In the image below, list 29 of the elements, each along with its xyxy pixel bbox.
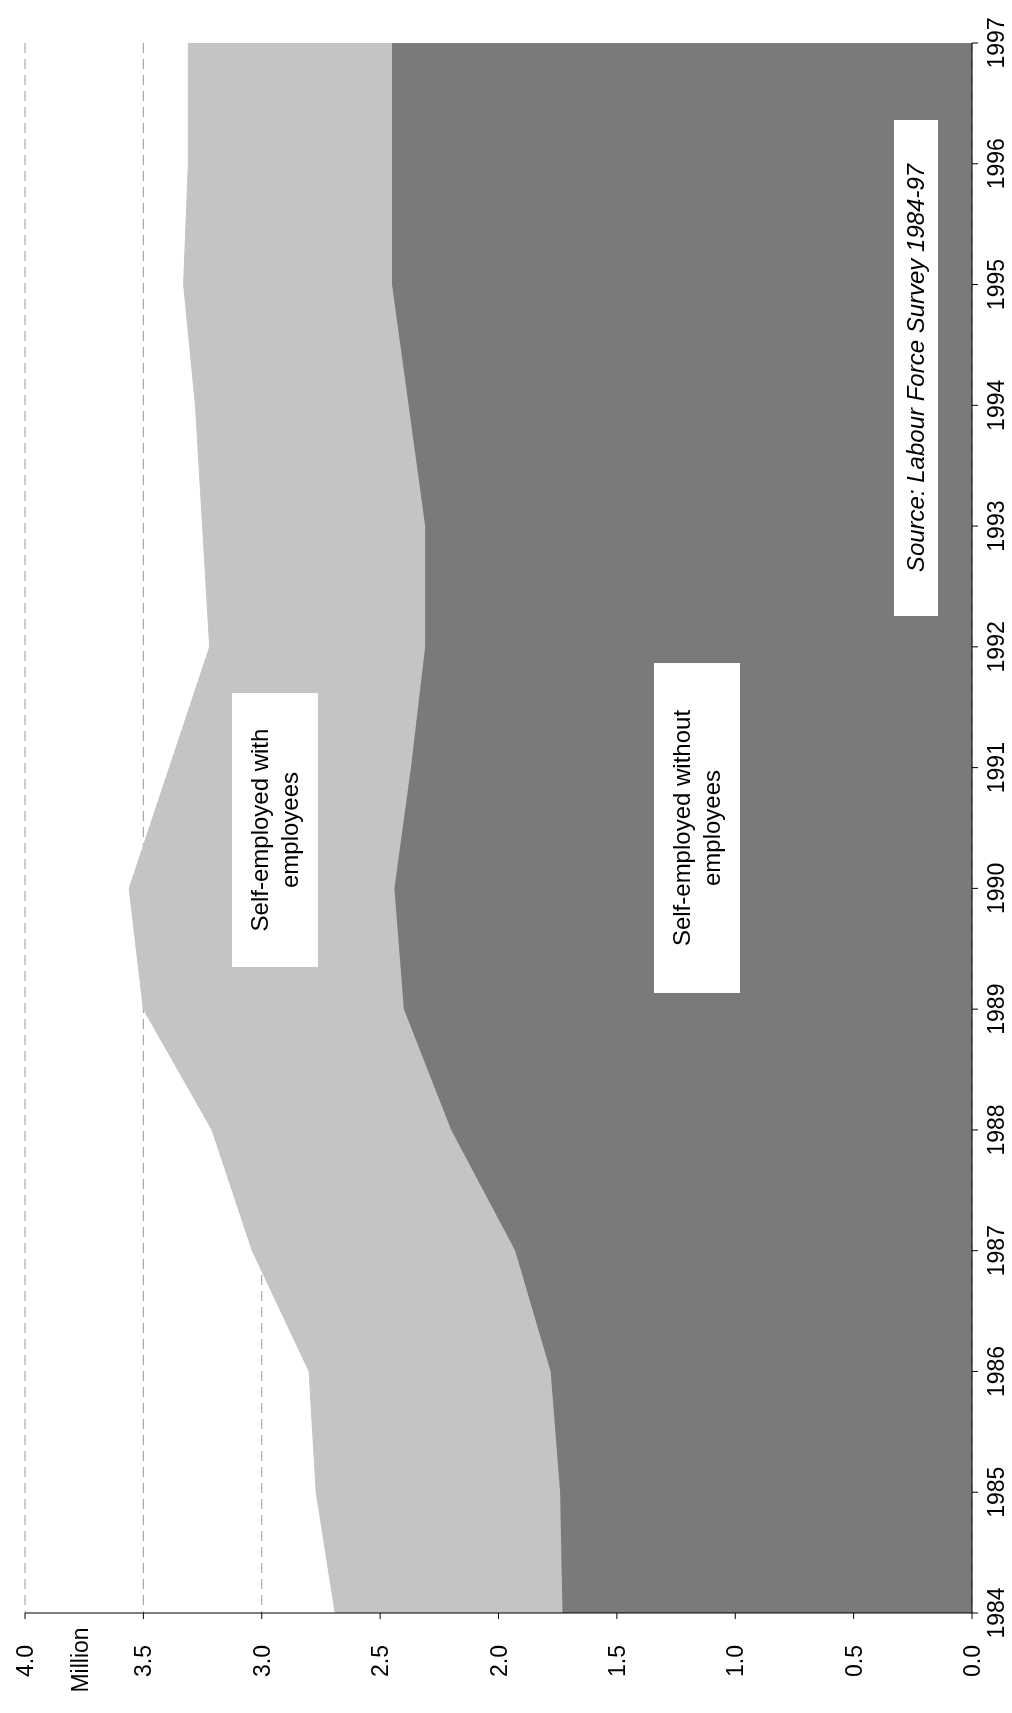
- y-tick-label: 1988: [983, 1104, 1009, 1156]
- label-box: Self-employed without employees: [654, 663, 740, 993]
- y-tick-label: 1989: [983, 983, 1009, 1035]
- x-tick-label: 0.5: [840, 1645, 867, 1677]
- label-box: Self-employed with employees: [232, 693, 318, 967]
- x-tick-label: 1.0: [722, 1645, 749, 1677]
- y-tick-label: 1990: [983, 862, 1009, 914]
- label-box: Source: Labour Force Survey 1984-97: [894, 120, 938, 616]
- y-tick-label: 1997: [983, 17, 1009, 69]
- x-tick-label: 3.0: [248, 1645, 275, 1677]
- y-tick-label: 1994: [983, 379, 1009, 431]
- x-tick-label: 1.5: [603, 1645, 630, 1677]
- y-tick-label: 1991: [983, 742, 1009, 794]
- y-tick-label: 1993: [983, 500, 1009, 552]
- x-tick-label: 3.5: [130, 1645, 157, 1677]
- y-tick-label: 1986: [983, 1345, 1009, 1398]
- y-tick-label: 1985: [983, 1466, 1009, 1518]
- x-tick-label: 2.0: [485, 1645, 512, 1677]
- y-tick-label: 1987: [983, 1225, 1009, 1277]
- series-label: Self-employed with employees: [245, 727, 304, 934]
- y-tick-label: 1995: [983, 258, 1009, 311]
- y-tick-label: 1996: [983, 138, 1009, 190]
- series-label: Self-employed without employees: [667, 708, 726, 949]
- x-tick-label: 4.0: [12, 1645, 38, 1677]
- x-tick-label: 0.0: [959, 1645, 985, 1677]
- y-tick-label: 1992: [983, 621, 1009, 673]
- x-tick-label: 2.5: [367, 1645, 394, 1677]
- y-tick-label: 1984: [983, 1587, 1009, 1639]
- text: Million: [66, 1626, 94, 1695]
